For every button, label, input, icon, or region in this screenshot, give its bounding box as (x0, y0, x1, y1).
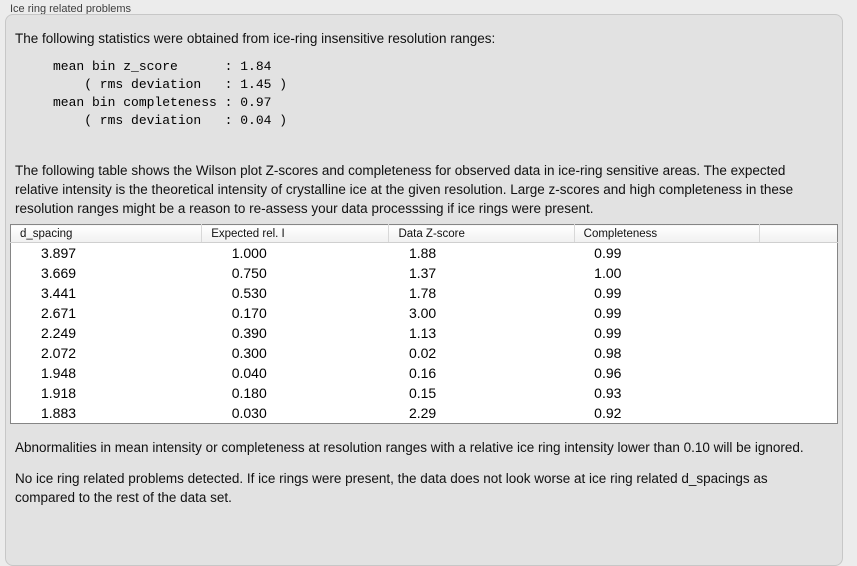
table-row[interactable]: 2.072 0.300 0.02 0.98 (11, 343, 838, 363)
column-header-completeness[interactable]: Completeness (573, 224, 760, 243)
table-cell: 0.530 (231, 285, 267, 301)
column-header-expected-rel-i[interactable]: Expected rel. I (201, 224, 389, 243)
table-row[interactable]: 2.249 0.390 1.13 0.99 (11, 323, 838, 343)
table-cell: 2.249 (41, 325, 77, 341)
table-cell: 0.180 (231, 385, 267, 401)
table-cell: 1.948 (41, 365, 77, 381)
table-cell: 0.99 (594, 325, 622, 341)
table-row[interactable]: 3.669 0.750 1.37 1.00 (11, 263, 838, 283)
table-cell: 0.99 (594, 305, 622, 321)
table-cell: 0.300 (231, 345, 267, 361)
table-cell (759, 383, 837, 403)
table-row[interactable]: 2.671 0.170 3.00 0.99 (11, 303, 838, 323)
group-box-label: Ice ring related problems (10, 3, 132, 15)
table-header-row: d_spacing Expected rel. I Data Z-score C… (10, 224, 838, 243)
table-cell: 3.00 (408, 305, 437, 321)
table-cell (759, 243, 837, 264)
table-cell: 1.88 (408, 245, 437, 261)
table-cell (759, 323, 837, 343)
ice-ring-table-container: d_spacing Expected rel. I Data Z-score C… (10, 224, 838, 424)
table-cell: 1.78 (408, 285, 437, 301)
table-cell: 0.98 (594, 345, 622, 361)
conclusion-text: No ice ring related problems detected. I… (15, 471, 772, 505)
table-cell: 1.918 (41, 385, 77, 401)
table-cell: 0.750 (231, 265, 267, 281)
column-header-empty (758, 224, 838, 243)
table-cell: 1.883 (41, 405, 77, 421)
table-cell: 1.13 (408, 325, 437, 341)
table-cell: 0.390 (231, 325, 267, 341)
column-header-data-z-score[interactable]: Data Z-score (388, 224, 575, 243)
table-row[interactable]: 1.918 0.180 0.15 0.93 (11, 383, 838, 403)
table-cell: 0.170 (231, 305, 267, 321)
table-row[interactable]: 1.883 0.030 2.29 0.92 (11, 403, 838, 424)
table-cell: 0.99 (594, 285, 622, 301)
statistics-block: mean bin z_score : 1.84 ( rms deviation … (53, 59, 288, 128)
table-cell: 0.96 (594, 365, 622, 381)
table-cell (759, 263, 837, 283)
table-cell: 0.99 (594, 245, 622, 261)
table-description-text: The following table shows the Wilson plo… (15, 163, 797, 216)
ice-ring-table: d_spacing Expected rel. I Data Z-score C… (10, 224, 838, 424)
table-cell: 0.02 (408, 345, 437, 361)
table-cell (759, 303, 837, 323)
table-cell: 1.37 (408, 265, 437, 281)
ice-ring-panel: The following statistics were obtained f… (5, 14, 843, 566)
table-cell: 0.16 (408, 365, 437, 381)
table-cell (759, 343, 837, 363)
ice-ring-report-window: { "window": { "label": "Ice ring related… (5, 3, 843, 566)
table-body: 3.897 1.000 1.88 0.99 3.669 0.750 1.37 1.00 3.44… (11, 243, 838, 424)
table-cell: 0.93 (594, 385, 622, 401)
table-cell: 0.030 (231, 405, 267, 421)
table-cell: 0.040 (231, 365, 267, 381)
table-cell (759, 403, 837, 424)
table-cell: 2.072 (41, 345, 77, 361)
ignore-note-text: Abnormalities in mean intensity or compl… (15, 440, 804, 455)
table-cell: 1.00 (594, 265, 622, 281)
table-cell: 3.441 (41, 285, 77, 301)
table-cell: 3.897 (41, 245, 77, 261)
table-row[interactable]: 1.948 0.040 0.16 0.96 (11, 363, 838, 383)
table-cell (759, 363, 837, 383)
table-cell: 1.000 (231, 245, 267, 261)
table-cell: 3.669 (41, 265, 77, 281)
statistics-intro-text: The following statistics were obtained f… (15, 31, 496, 46)
table-cell: 2.671 (41, 305, 77, 321)
table-cell: 0.15 (408, 385, 437, 401)
table-row[interactable]: 3.441 0.530 1.78 0.99 (11, 283, 838, 303)
table-cell: 2.29 (408, 405, 437, 421)
column-header-d-spacing[interactable]: d_spacing (10, 224, 202, 243)
table-cell: 0.92 (594, 405, 622, 421)
table-row[interactable]: 3.897 1.000 1.88 0.99 (11, 243, 838, 264)
table-cell (759, 283, 837, 303)
